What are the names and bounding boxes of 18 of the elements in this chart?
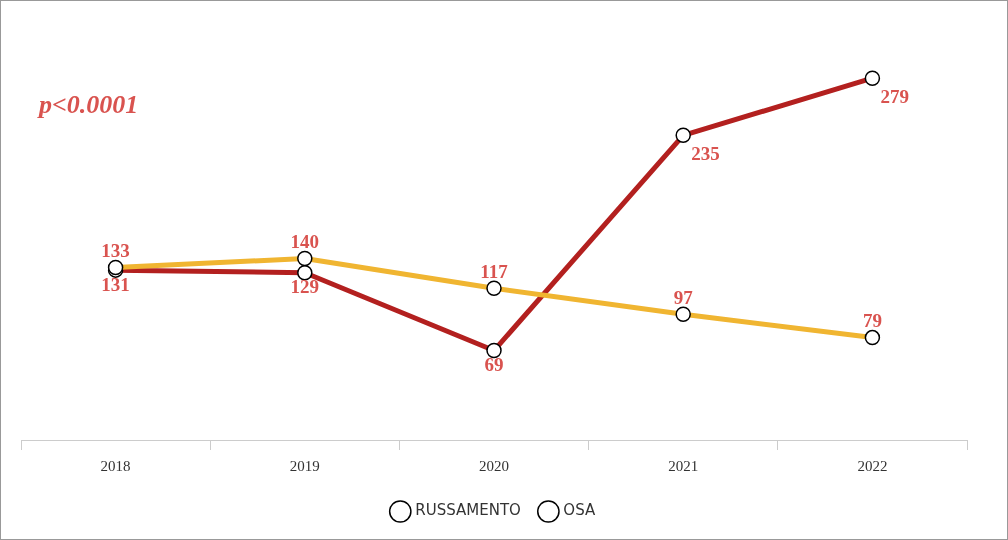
data-label: 235 xyxy=(691,142,720,164)
data-label: 131 xyxy=(101,273,130,295)
data-label: 117 xyxy=(480,260,509,282)
x-tick-label: 2020 xyxy=(479,457,509,474)
x-tick-label: 2021 xyxy=(668,457,699,474)
legend-label: OSA xyxy=(563,501,596,520)
annotation: p<0.0001 xyxy=(37,89,139,119)
data-label: 69 xyxy=(484,353,504,375)
x-tick-label: 2022 xyxy=(857,457,888,474)
data-label: 133 xyxy=(101,239,130,261)
legend-label: RUSSAMENTO xyxy=(415,501,521,520)
x-tick-label: 2018 xyxy=(100,457,131,474)
data-label: 279 xyxy=(880,85,909,107)
data-label: 97 xyxy=(673,286,694,308)
data-label: 129 xyxy=(290,276,320,298)
x-tick-label: 2019 xyxy=(289,457,320,474)
data-label: 79 xyxy=(862,309,882,331)
data-label: 140 xyxy=(290,230,320,252)
